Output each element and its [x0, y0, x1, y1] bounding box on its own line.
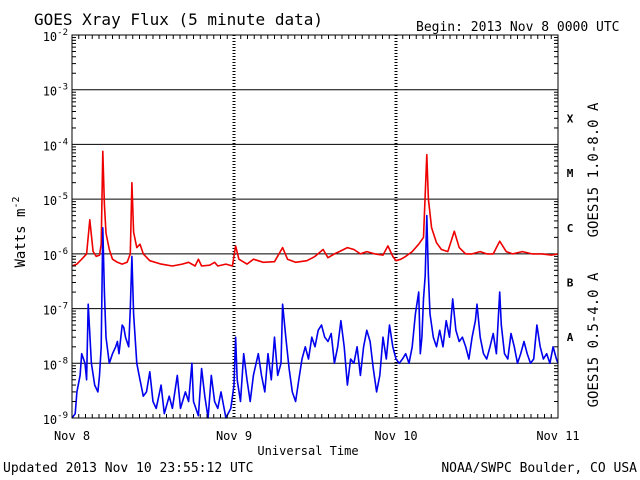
flare-class-label: X	[567, 112, 574, 125]
y-tick-label: 10-5	[43, 192, 68, 208]
legend-long-channel: GOES15 1.0-8.0 A	[586, 102, 602, 237]
y-tick-label: 10-7	[43, 302, 68, 318]
updated-label: Updated 2013 Nov 10 23:55:12 UTC	[3, 461, 253, 476]
flare-class-label: B	[567, 276, 574, 289]
credit-label: NOAA/SWPC Boulder, CO USA	[441, 461, 637, 476]
flare-class-label: A	[567, 331, 574, 344]
plot-frame	[71, 34, 559, 419]
x-tick-label: Nov 10	[374, 429, 417, 443]
legend-short-channel: GOES15 0.5-4.0 A	[586, 272, 602, 407]
y-axis-title-text: Watts m	[13, 209, 29, 268]
axis-layer: 10-9 10-8 10-7 10-6 10-5 10-4 10-3 10-2 Nov 8 Nov…	[43, 28, 580, 443]
y-tick-label: 10-4	[43, 137, 68, 153]
y-tick-label: 10-8	[43, 356, 68, 372]
x-tick-label: Nov 9	[216, 429, 252, 443]
y-tick-label: 10-3	[43, 83, 68, 99]
y-axis-title-exponent: -2	[11, 196, 22, 208]
y-tick-label: 10-2	[43, 28, 68, 44]
y-tick-label: 10-9	[43, 411, 68, 427]
y-tick-label: 10-6	[43, 247, 68, 263]
flare-class-label: C	[567, 222, 574, 235]
grid-lines	[72, 35, 558, 418]
flare-class-label: M	[567, 167, 574, 180]
series-layer	[71, 150, 559, 419]
x-axis-title: Universal Time	[257, 444, 358, 458]
series-line-short-channel	[71, 214, 559, 419]
y-axis-title: Watts m-2	[11, 196, 29, 267]
begin-label: Begin: 2013 Nov 8 0000 UTC	[416, 20, 620, 35]
x-tick-label: Nov 11	[536, 429, 579, 443]
series-line-long-channel	[71, 150, 559, 267]
chart-title: GOES Xray Flux (5 minute data)	[34, 10, 323, 29]
x-tick-label: Nov 8	[54, 429, 90, 443]
